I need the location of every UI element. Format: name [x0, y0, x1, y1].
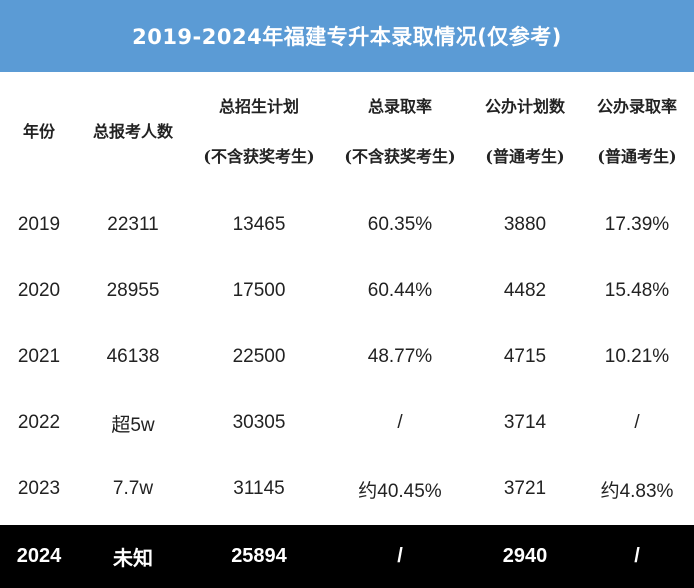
header-public-rate-note: (普通考生): [597, 147, 677, 166]
cell-applicants: 未知: [113, 548, 153, 570]
header-row: 年份 总报考人数 总招生计划 (不含获奖考生) 总录取率 (不含获奖考生) 公办…: [0, 72, 694, 192]
header-plan-note: (不含获奖考生): [203, 147, 315, 166]
cell-rate: 48.77%: [367, 346, 433, 367]
table-row: 2020 28955 17500 60.44% 4482 15.48%: [0, 258, 694, 324]
highlight-row: 2024 未知 25894 / 2940 /: [0, 525, 694, 588]
table-row: 2021 46138 22500 48.77% 4715 10.21%: [0, 324, 694, 390]
cell-public-rate: /: [634, 545, 640, 567]
header-plan: 总招生计划 (不含获奖考生): [188, 72, 330, 192]
header-rate-label: 总录取率: [367, 97, 432, 116]
cell-applicants: 46138: [106, 346, 160, 367]
header-plan-label: 总招生计划: [218, 97, 299, 116]
header-applicants-label: 总报考人数: [92, 122, 173, 141]
cell-public-plan: 4482: [503, 280, 547, 301]
header-applicants: 总报考人数: [78, 72, 188, 192]
cell-public-rate: 10.21%: [604, 346, 670, 367]
cell-applicants: 22311: [107, 214, 159, 235]
table-row: 2019 22311 13465 60.35% 3880 17.39%: [0, 192, 694, 258]
cell-plan: 30305: [232, 412, 286, 433]
cell-plan: 13465: [232, 214, 286, 235]
table-row: 2022 超5w 30305 / 3714 /: [0, 390, 694, 456]
cell-public-rate: 约4.83%: [600, 480, 674, 502]
cell-applicants: 7.7w: [112, 478, 154, 499]
cell-year: 2024: [16, 545, 62, 567]
cell-public-plan: 3880: [503, 214, 547, 235]
cell-year: 2022: [17, 412, 61, 433]
header-public-plan-label: 公办计划数: [484, 97, 565, 116]
cell-rate: 约40.45%: [358, 480, 442, 502]
cell-rate: /: [397, 545, 403, 567]
cell-public-rate: /: [634, 412, 640, 433]
table-row: 2023 7.7w 31145 约40.45% 3721 约4.83%: [0, 456, 694, 522]
cell-plan: 25894: [231, 545, 287, 567]
header-year: 年份: [0, 72, 78, 192]
cell-rate: /: [397, 412, 403, 433]
cell-applicants: 28955: [106, 280, 160, 301]
cell-year: 2019: [17, 214, 61, 235]
header-public-plan-note: (普通考生): [485, 147, 565, 166]
header-public-rate: 公办录取率 (普通考生): [580, 72, 694, 192]
header-rate-note: (不含获奖考生): [344, 147, 456, 166]
cell-public-plan: 3714: [503, 412, 547, 433]
cell-public-plan: 4715: [503, 346, 547, 367]
header-rate: 总录取率 (不含获奖考生): [330, 72, 470, 192]
cell-year: 2023: [17, 478, 61, 499]
cell-public-rate: 17.39%: [604, 214, 670, 235]
cell-year: 2020: [17, 280, 61, 301]
header-year-label: 年份: [22, 122, 55, 141]
cell-rate: 60.44%: [367, 280, 433, 301]
cell-applicants: 超5w: [111, 414, 155, 436]
table-title: 2019-2024年福建专升本录取情况(仅参考): [0, 0, 694, 72]
cell-plan: 22500: [232, 346, 286, 367]
cell-public-plan: 2940: [502, 545, 548, 567]
cell-plan: 17500: [232, 280, 286, 301]
cell-public-plan: 3721: [503, 478, 547, 499]
cell-plan: 31145: [233, 478, 285, 499]
cell-public-rate: 15.48%: [604, 280, 670, 301]
header-public-rate-label: 公办录取率: [596, 97, 677, 116]
header-public-plan: 公办计划数 (普通考生): [470, 72, 580, 192]
cell-rate: 60.35%: [367, 214, 433, 235]
cell-year: 2021: [17, 346, 61, 367]
